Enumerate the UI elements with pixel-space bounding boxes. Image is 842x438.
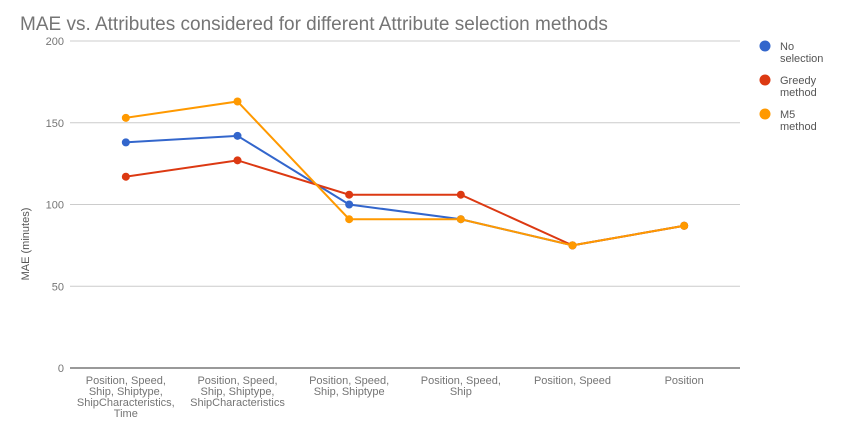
series-line (125, 134, 685, 247)
y-tick-label: 50 (52, 281, 64, 293)
data-point[interactable] (233, 97, 242, 106)
series-0 (121, 131, 689, 250)
y-tick-labels: 0 50 100 150 200 (46, 36, 64, 375)
legend: No selection Greedy method M5 method (759, 40, 824, 134)
data-point[interactable] (568, 241, 577, 250)
data-point[interactable] (121, 113, 130, 122)
x-tick-label: Position (665, 375, 704, 387)
y-tick-label: 0 (58, 363, 64, 375)
data-point[interactable] (233, 156, 242, 165)
x-tick-label: Position, Speed, Ship, Shiptype, ShipChara… (190, 375, 285, 409)
data-point[interactable] (233, 131, 242, 140)
series-line (125, 100, 685, 247)
x-tick-label: Position, Speed, Ship (421, 375, 501, 398)
data-point[interactable] (345, 215, 354, 224)
legend-marker (759, 74, 771, 86)
legend-marker (759, 40, 771, 52)
x-tick-label: Position, Speed, Ship, Shiptype (309, 375, 389, 398)
chart-title: MAE vs. Attributes considered for differ… (20, 14, 608, 35)
legend-label: No selection (780, 41, 823, 65)
legend-item[interactable]: Greedy method (759, 74, 817, 100)
x-tick-labels: Position, Speed, Ship, Shiptype, ShipChara… (77, 375, 704, 420)
data-point[interactable] (456, 215, 465, 224)
data-point[interactable] (456, 190, 465, 199)
legend-label: Greedy method (780, 75, 817, 99)
legend-item[interactable]: M5 method (759, 108, 817, 134)
series-2 (121, 97, 689, 250)
series-group (121, 97, 689, 250)
legend-label: M5 method (780, 109, 817, 133)
data-point[interactable] (345, 190, 354, 199)
gridlines (70, 40, 740, 369)
series-1 (121, 156, 689, 250)
y-axis-label: MAE (minutes) (20, 208, 32, 281)
data-point[interactable] (121, 138, 130, 147)
x-tick-label: Position, Speed (534, 375, 611, 387)
data-point[interactable] (121, 172, 130, 181)
legend-marker (759, 108, 771, 120)
y-tick-label: 150 (46, 118, 64, 130)
data-point[interactable] (345, 200, 354, 209)
legend-item[interactable]: No selection (759, 40, 824, 66)
data-point[interactable] (680, 221, 689, 230)
x-tick-label: Position, Speed, Ship, Shiptype, ShipChara… (77, 375, 175, 420)
y-tick-label: 100 (46, 200, 64, 212)
y-tick-label: 200 (46, 36, 64, 48)
series-line (125, 159, 685, 247)
